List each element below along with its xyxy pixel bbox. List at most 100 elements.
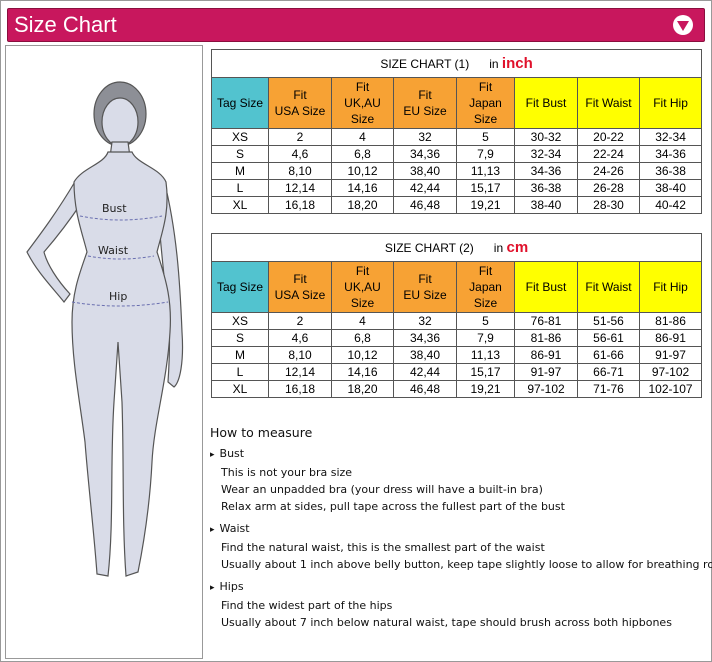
header-cell: Fit Bust (514, 261, 578, 313)
data-cell: XS (211, 128, 269, 146)
header-cell: Fit Bust (514, 77, 578, 129)
table-title-cell: SIZE CHART (2) in cm (210, 233, 703, 262)
data-cell: 11,13 (456, 346, 515, 364)
header-line: Japan (469, 280, 502, 294)
header-cell: Fit EU Size (393, 77, 457, 129)
data-cell: 19,21 (456, 196, 515, 214)
data-cell: 2 (268, 128, 332, 146)
header-title: Size Chart (14, 12, 117, 37)
data-cell: 15,17 (456, 179, 515, 197)
collapse-icon[interactable] (672, 14, 694, 36)
how-title: How to measure (210, 425, 313, 440)
data-cell: 86-91 (638, 329, 703, 347)
header-row: Tag Size Fit USA Size Fit UK,AU Size Fit EU Siz… (211, 261, 703, 313)
header-cell: Fit Waist (577, 261, 640, 313)
header-cell: Fit UK,AU Size (331, 77, 394, 129)
data-row: M 8,10 10,12 38,40 11,13 34-36 24-26 36-38 (211, 162, 703, 180)
data-cell: 14,16 (331, 363, 394, 381)
header-line: Fit Bust (525, 280, 567, 294)
header-cell: Fit UK,AU Size (331, 261, 394, 313)
data-cell: S (211, 145, 269, 163)
data-cell: 42,44 (393, 179, 457, 197)
data-row: M 8,10 10,12 38,40 11,13 86-91 61-66 91-97 (211, 346, 703, 364)
data-cell: 91-97 (638, 346, 703, 364)
data-cell: 5 (456, 128, 515, 146)
section-heading: Bust (210, 445, 710, 464)
data-cell: 32 (393, 128, 457, 146)
section-heading: Hips (210, 578, 710, 597)
data-cell: L (211, 363, 269, 381)
header-cell: Fit Waist (577, 77, 640, 129)
data-cell: 28-30 (577, 196, 640, 214)
header-line: Fit Hip (653, 96, 688, 110)
data-row: XL 16,18 18,20 46,48 19,21 38-40 28-30 40-42 (211, 196, 703, 214)
size-table: SIZE CHART (1) in inch Tag Size Fit USA Siz… (210, 49, 703, 214)
header-line: Fit Hip (653, 280, 688, 294)
data-cell: L (211, 179, 269, 197)
header-cell: Fit Japan Size (456, 77, 515, 129)
data-cell: 38-40 (514, 196, 578, 214)
table-title: SIZE CHART (1) (380, 57, 470, 71)
data-cell: 6,8 (331, 145, 394, 163)
data-cell: 11,13 (456, 162, 515, 180)
table-title: SIZE CHART (2) (384, 241, 474, 255)
data-cell: 4 (331, 312, 394, 330)
header-line: Fit Bust (525, 96, 567, 110)
data-cell: 42,44 (393, 363, 457, 381)
header-line: Fit (478, 264, 493, 278)
header-cell: Fit Hip (638, 77, 703, 129)
data-cell: 34,36 (393, 329, 457, 347)
header-line: Fit Waist (585, 280, 632, 294)
unit-prefix: in (489, 57, 499, 71)
header-cell: Fit USA Size (268, 261, 332, 313)
data-cell: 66-71 (577, 363, 640, 381)
data-cell: XL (211, 380, 269, 398)
bust-label: Bust (102, 202, 127, 215)
data-cell: 34,36 (393, 145, 457, 163)
figure-panel: Bust Waist Hip (5, 45, 203, 659)
data-cell: S (211, 329, 269, 347)
header-line: UK,AU (344, 280, 381, 294)
unit: cm (506, 239, 529, 256)
table-title-cell: SIZE CHART (1) in inch (210, 49, 703, 78)
section-line: Usually about 1 inch above belly button,… (221, 558, 712, 571)
data-cell: 38,40 (393, 162, 457, 180)
header-line: USA Size (274, 104, 326, 118)
section-line: Wear an unpadded bra (your dress will ha… (221, 483, 543, 496)
data-cell: 36-38 (514, 179, 578, 197)
how-to-measure: How to measure Bust This is not your bra s… (210, 425, 712, 631)
header-line: Fit (418, 88, 432, 102)
header-cell: Fit Hip (638, 261, 703, 313)
data-row: XS 2 4 32 5 76-81 51-56 81-86 (211, 312, 703, 330)
data-cell: 32-34 (514, 145, 578, 163)
header-line: Size (473, 112, 498, 126)
section-line: This is not your bra size (221, 466, 353, 479)
data-row: L 12,14 14,16 42,44 15,17 36-38 26-28 38-40 (211, 179, 703, 197)
data-cell: 15,17 (456, 363, 515, 381)
data-cell: 36-38 (638, 162, 703, 180)
data-cell: 5 (456, 312, 515, 330)
data-cell: M (211, 162, 269, 180)
hip-label: Hip (109, 290, 127, 303)
header-line: Size (350, 112, 375, 126)
data-cell: 7,9 (456, 329, 515, 347)
data-row: XS 2 4 32 5 30-32 20-22 32-34 (211, 128, 703, 146)
data-cell: 26-28 (577, 179, 640, 197)
header-line: Size (473, 296, 498, 310)
data-row: S 4,6 6,8 34,36 7,9 81-86 56-61 86-91 (211, 329, 703, 347)
header-row: Tag Size Fit USA Size Fit UK,AU Size Fit EU Siz… (211, 77, 703, 129)
section-line: Relax arm at sides, pull tape across the… (221, 500, 565, 513)
data-cell: 22-24 (577, 145, 640, 163)
header-line: Tag Size (216, 96, 264, 110)
data-cell: 4,6 (268, 145, 332, 163)
data-cell: 14,16 (331, 179, 394, 197)
header-line: Japan (469, 96, 502, 110)
data-cell: 81-86 (514, 329, 578, 347)
data-cell: 24-26 (577, 162, 640, 180)
title-row: SIZE CHART (2) in cm (210, 233, 703, 262)
data-cell: 32-34 (638, 128, 703, 146)
data-cell: XS (211, 312, 269, 330)
header-cell: Tag Size (211, 77, 269, 129)
data-cell: 46,48 (393, 380, 457, 398)
